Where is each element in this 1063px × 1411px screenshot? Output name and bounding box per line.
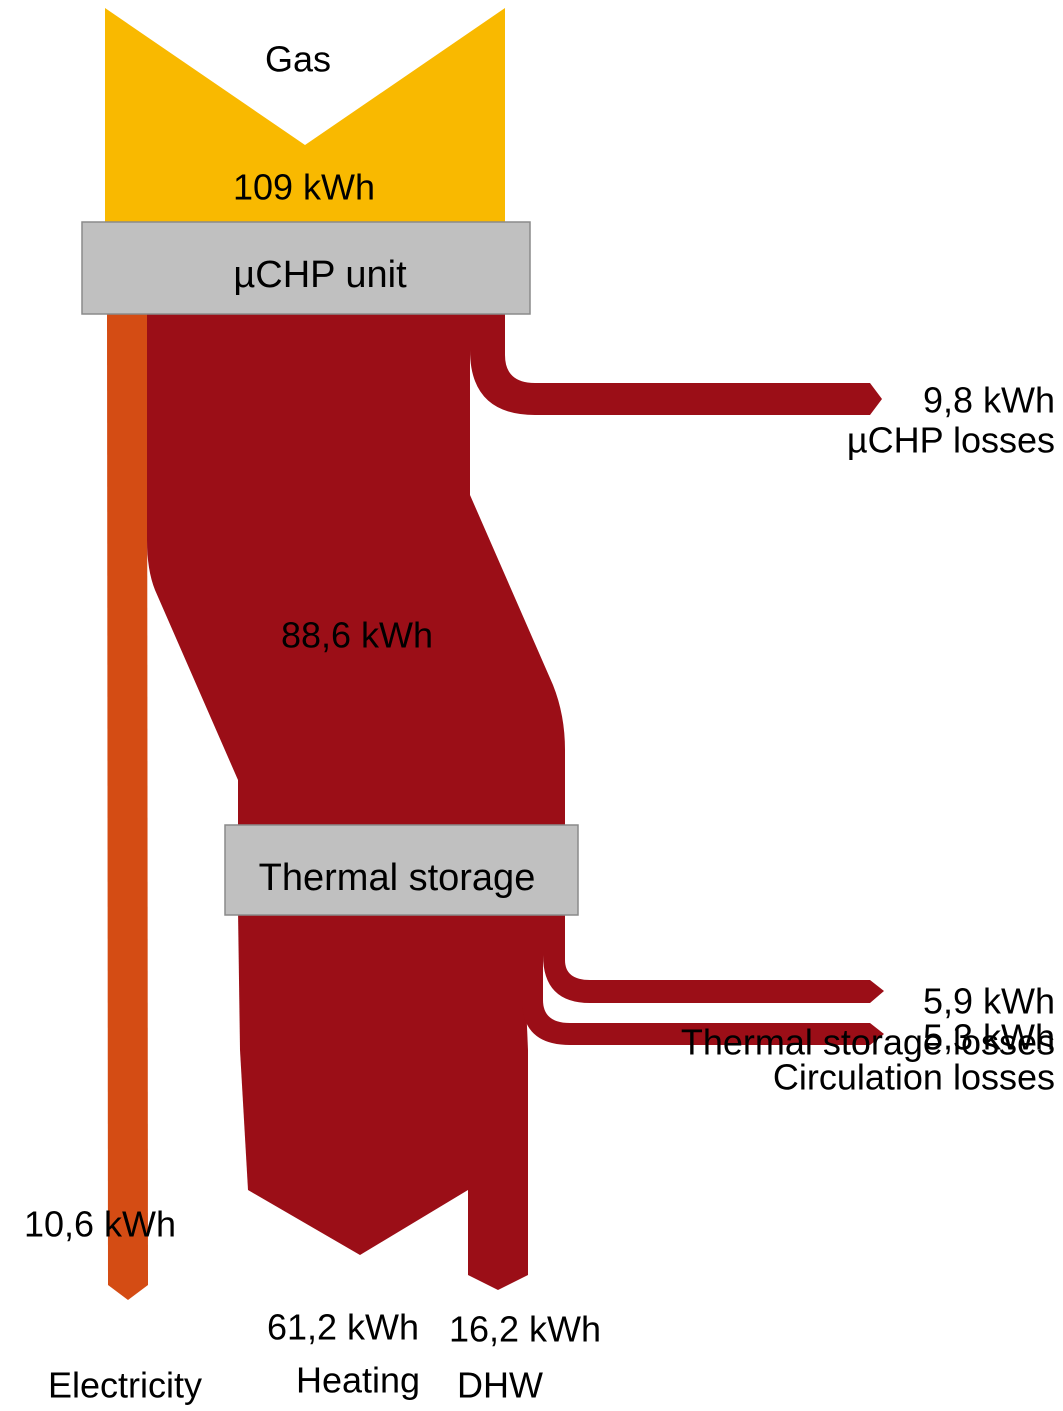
main-heat-flow <box>147 314 565 830</box>
flow-label: 9,8 kWh <box>923 380 1055 421</box>
flow-label: 61,2 kWh <box>267 1307 419 1348</box>
chp-node <box>81 221 531 315</box>
node-label: µCHP unit <box>233 254 407 296</box>
circulation-losses-flow <box>522 910 884 1045</box>
chp-losses-flow <box>470 314 882 415</box>
flow-name: DHW <box>457 1365 543 1406</box>
storage-node <box>224 824 579 916</box>
flow-name: Heating <box>296 1360 420 1401</box>
flow-label: 10,6 kWh <box>24 1204 176 1245</box>
flow-label: 109 kWh <box>233 167 375 208</box>
heating-flow <box>238 910 470 1255</box>
electricity-flow <box>107 314 148 1300</box>
flow-name: Electricity <box>48 1365 202 1406</box>
dhw-flow <box>468 910 528 1290</box>
flow-label: 88,6 kWh <box>281 615 433 656</box>
flow-name: Gas <box>265 39 331 80</box>
flow-name: Thermal storage losses <box>681 1022 1055 1063</box>
node-label: Thermal storage <box>259 857 536 899</box>
flow-label: 5,3 kWh <box>923 1017 1055 1058</box>
flow-label: 5,9 kWh <box>923 981 1055 1022</box>
flow-label: 16,2 kWh <box>449 1309 601 1350</box>
flow-name: µCHP losses <box>847 420 1055 461</box>
gas-flow <box>105 8 505 222</box>
storage-losses-flow <box>543 910 884 1003</box>
flow-name: Circulation losses <box>773 1057 1055 1098</box>
